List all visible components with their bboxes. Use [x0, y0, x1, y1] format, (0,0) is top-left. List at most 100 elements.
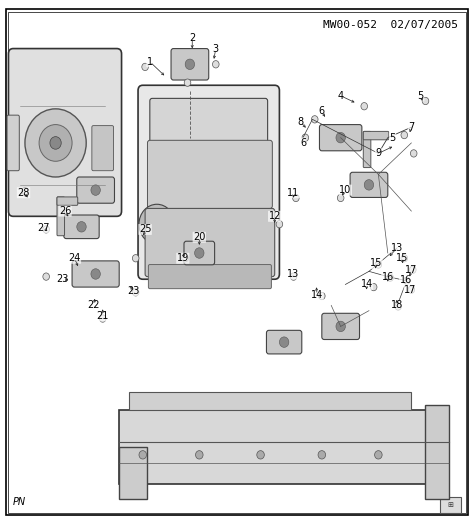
- FancyBboxPatch shape: [92, 125, 114, 171]
- Text: 3: 3: [213, 44, 219, 54]
- Circle shape: [212, 61, 219, 68]
- Text: 22: 22: [87, 300, 100, 310]
- Circle shape: [43, 226, 49, 233]
- Text: 6: 6: [300, 138, 306, 148]
- Circle shape: [336, 132, 346, 143]
- Circle shape: [91, 185, 100, 196]
- Text: 14: 14: [311, 290, 323, 300]
- Circle shape: [196, 451, 203, 459]
- FancyBboxPatch shape: [77, 177, 115, 203]
- Circle shape: [91, 269, 100, 279]
- Circle shape: [132, 289, 139, 296]
- Circle shape: [185, 59, 195, 70]
- Circle shape: [157, 235, 181, 261]
- Text: 16: 16: [400, 275, 412, 285]
- Text: 20: 20: [193, 232, 206, 242]
- FancyBboxPatch shape: [150, 99, 268, 151]
- Circle shape: [139, 204, 175, 244]
- Text: 5: 5: [418, 91, 424, 101]
- FancyBboxPatch shape: [350, 172, 388, 198]
- Circle shape: [77, 221, 86, 232]
- Text: 11: 11: [287, 188, 300, 198]
- Circle shape: [257, 451, 264, 459]
- Circle shape: [318, 451, 326, 459]
- Text: 4: 4: [337, 91, 344, 101]
- FancyBboxPatch shape: [119, 447, 147, 500]
- FancyBboxPatch shape: [145, 209, 275, 277]
- Circle shape: [302, 134, 309, 141]
- Circle shape: [337, 194, 344, 202]
- FancyBboxPatch shape: [147, 140, 273, 209]
- Circle shape: [319, 292, 325, 300]
- FancyBboxPatch shape: [184, 241, 215, 265]
- Circle shape: [100, 315, 106, 322]
- FancyBboxPatch shape: [128, 392, 411, 411]
- Text: MW00-052  02/07/2005: MW00-052 02/07/2005: [323, 19, 458, 30]
- Circle shape: [25, 109, 86, 177]
- Circle shape: [410, 150, 417, 157]
- Text: 15: 15: [396, 253, 408, 264]
- FancyBboxPatch shape: [319, 124, 362, 151]
- FancyBboxPatch shape: [57, 197, 78, 206]
- Text: 23: 23: [56, 274, 69, 284]
- Circle shape: [336, 321, 346, 331]
- Circle shape: [182, 255, 189, 262]
- Circle shape: [374, 451, 382, 459]
- Text: 17: 17: [405, 265, 418, 275]
- Circle shape: [361, 103, 367, 110]
- Circle shape: [195, 248, 204, 258]
- FancyBboxPatch shape: [171, 48, 209, 80]
- FancyBboxPatch shape: [138, 85, 279, 279]
- FancyBboxPatch shape: [119, 411, 449, 484]
- Text: 15: 15: [370, 259, 382, 268]
- Circle shape: [184, 79, 191, 86]
- Bar: [439, 497, 461, 512]
- Circle shape: [276, 220, 283, 228]
- FancyBboxPatch shape: [148, 265, 272, 289]
- Circle shape: [142, 63, 148, 71]
- Text: 27: 27: [37, 223, 50, 233]
- Circle shape: [279, 337, 289, 347]
- Circle shape: [395, 303, 401, 310]
- Text: PN: PN: [13, 497, 26, 508]
- Text: 18: 18: [391, 300, 403, 310]
- Circle shape: [410, 266, 416, 274]
- Circle shape: [422, 97, 429, 105]
- Circle shape: [290, 273, 297, 280]
- Circle shape: [401, 131, 408, 139]
- Text: 26: 26: [59, 206, 71, 216]
- Text: 6: 6: [319, 106, 325, 116]
- Circle shape: [408, 286, 415, 294]
- Text: 13: 13: [287, 269, 300, 279]
- Circle shape: [370, 284, 377, 291]
- FancyBboxPatch shape: [9, 48, 121, 216]
- Text: 5: 5: [389, 133, 396, 143]
- Text: 19: 19: [177, 253, 189, 264]
- Text: 12: 12: [268, 211, 281, 221]
- Circle shape: [311, 115, 318, 123]
- Circle shape: [387, 274, 393, 281]
- Text: 10: 10: [339, 185, 352, 195]
- Circle shape: [292, 194, 299, 202]
- Circle shape: [148, 214, 165, 233]
- Text: 21: 21: [97, 311, 109, 321]
- FancyBboxPatch shape: [72, 261, 119, 287]
- Circle shape: [50, 136, 61, 149]
- Text: 8: 8: [298, 117, 304, 127]
- FancyBboxPatch shape: [57, 197, 64, 236]
- Circle shape: [39, 124, 72, 161]
- Text: 2: 2: [189, 33, 195, 43]
- Text: 17: 17: [404, 285, 417, 295]
- Circle shape: [139, 451, 146, 459]
- Circle shape: [375, 261, 382, 268]
- FancyBboxPatch shape: [64, 215, 99, 239]
- Text: 28: 28: [18, 188, 30, 198]
- FancyBboxPatch shape: [426, 405, 449, 500]
- Circle shape: [132, 255, 139, 262]
- Text: 23: 23: [127, 286, 139, 296]
- Text: 16: 16: [382, 271, 394, 281]
- Circle shape: [22, 188, 28, 195]
- Circle shape: [43, 273, 49, 280]
- Circle shape: [403, 277, 410, 285]
- Text: 14: 14: [360, 279, 373, 289]
